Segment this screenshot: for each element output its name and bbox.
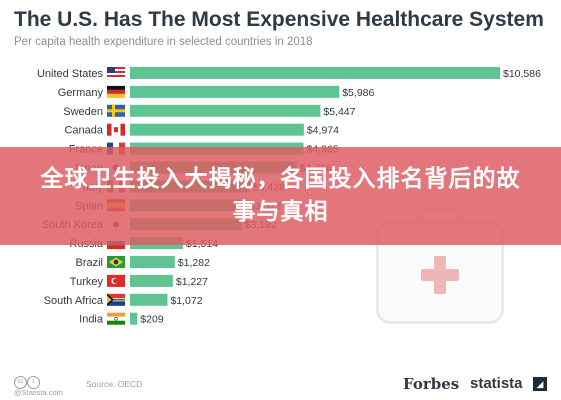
attribution-icon: i (27, 376, 40, 389)
category-label: United States (37, 68, 104, 80)
value-label: $209 (140, 314, 164, 326)
bar (130, 104, 321, 117)
footer: cc i @Statista.com Source: OECD Forbes s… (0, 366, 561, 400)
south-africa-flag-icon (107, 293, 125, 306)
footer-credit: @Statista.com (14, 388, 63, 397)
value-label: $10,586 (503, 68, 541, 80)
bar (130, 312, 138, 325)
turkey-flag-icon (107, 274, 125, 287)
us-flag-icon (107, 67, 125, 79)
bar (130, 123, 304, 136)
value-label: $1,227 (176, 276, 208, 288)
sweden-flag-icon (107, 104, 125, 117)
forbes-logo: Forbes (403, 375, 460, 393)
category-label: South Africa (44, 295, 104, 307)
chart-subtitle: Per capita health expenditure in selecte… (14, 36, 313, 48)
bar (130, 67, 500, 79)
headline-banner: 全球卫生投入大揭秘，各国投入排名背后的故事与真相 (0, 147, 561, 245)
brazil-flag-icon (107, 256, 125, 268)
banner-text: 全球卫生投入大揭秘，各国投入排名背后的故事与真相 (40, 166, 521, 225)
bar (130, 274, 173, 287)
bar (130, 85, 340, 98)
germany-flag-icon (107, 85, 125, 98)
india-flag-icon (107, 312, 125, 325)
canada-flag-icon (107, 123, 125, 136)
value-label: $1,282 (178, 257, 210, 269)
category-label: Canada (64, 125, 103, 137)
value-label: $5,986 (342, 87, 374, 99)
medical-cross-icon-vertical (434, 256, 446, 294)
chart-title: The U.S. Has The Most Expensive Healthca… (14, 8, 544, 31)
value-label: $1,072 (170, 295, 202, 307)
category-label: Germany (58, 87, 104, 99)
footer-source: Source: OECD (86, 379, 143, 389)
category-label: Sweden (63, 106, 103, 118)
bar (130, 256, 175, 268)
value-label: $5,447 (323, 106, 355, 118)
category-label: Turkey (70, 276, 104, 288)
creative-commons-icon: cc (14, 376, 27, 389)
category-label: India (79, 314, 104, 326)
statista-logo: statista (470, 375, 523, 392)
category-label: Brazil (75, 257, 103, 269)
value-label: $4,974 (307, 125, 339, 137)
bar (130, 293, 168, 306)
statista-mark-icon: ◢ (533, 377, 547, 391)
